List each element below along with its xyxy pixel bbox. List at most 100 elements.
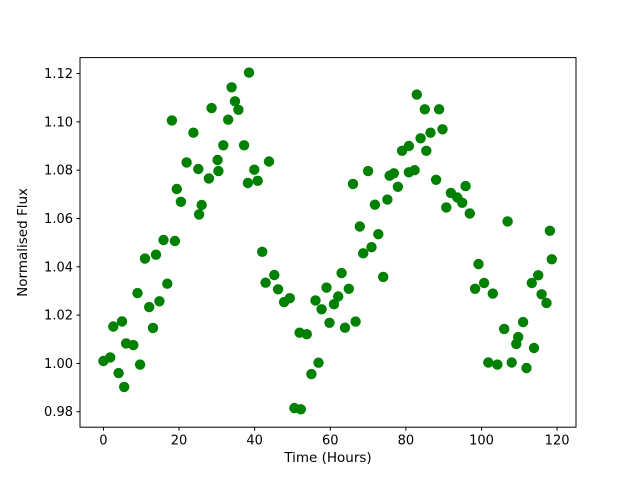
data-point	[502, 216, 513, 227]
data-point	[316, 304, 327, 315]
data-point	[242, 177, 254, 189]
data-point	[218, 140, 229, 151]
data-point	[150, 249, 162, 260]
data-point	[243, 67, 255, 78]
data-point	[546, 254, 557, 265]
data-point	[166, 115, 178, 126]
data-point	[134, 359, 146, 370]
data-point	[339, 322, 351, 333]
data-point	[284, 293, 295, 304]
data-point	[492, 359, 503, 370]
points-layer	[98, 67, 557, 415]
data-point	[108, 321, 119, 332]
data-point	[193, 163, 204, 175]
data-point	[139, 253, 151, 264]
data-point	[310, 295, 321, 306]
data-point	[544, 225, 556, 236]
data-point	[333, 291, 344, 302]
data-point	[517, 316, 529, 328]
x-tick-label: 120	[545, 434, 570, 449]
data-point	[350, 316, 361, 327]
axes-spines	[79, 57, 577, 428]
data-point	[437, 124, 448, 135]
data-point	[206, 102, 217, 114]
data-point	[193, 209, 205, 220]
data-point	[336, 267, 347, 279]
data-point	[513, 331, 524, 343]
data-point	[421, 145, 432, 156]
data-point	[295, 404, 306, 415]
data-point	[478, 277, 490, 289]
data-point	[425, 127, 436, 138]
data-point	[487, 288, 498, 299]
data-point	[430, 174, 442, 185]
data-point	[533, 270, 544, 281]
data-point	[175, 196, 187, 207]
data-point	[382, 194, 393, 205]
data-point	[411, 89, 422, 100]
data-point	[354, 221, 365, 232]
data-point	[203, 173, 215, 184]
data-point	[378, 271, 389, 283]
data-point	[441, 202, 452, 213]
data-point	[249, 164, 260, 175]
data-point	[116, 316, 128, 327]
data-point	[526, 277, 537, 289]
data-point	[260, 277, 271, 288]
data-point	[147, 322, 159, 334]
x-tick-label: 60	[322, 434, 339, 449]
data-point	[460, 180, 471, 192]
data-point	[252, 175, 263, 186]
y-tick-label: 1.06	[44, 212, 73, 227]
y-tick-label: 1.04	[44, 260, 73, 275]
data-point	[171, 183, 182, 195]
data-point	[269, 269, 280, 281]
axes-layer: 0 20 40 60 80 100 120 0.98 1.00 1.02 1.04 1.06 1.08 1…	[44, 57, 577, 449]
data-point	[541, 297, 552, 309]
data-point	[321, 282, 332, 293]
y-tick-label: 1.02	[44, 309, 73, 324]
data-point	[154, 296, 165, 307]
data-point	[373, 229, 384, 240]
data-point	[144, 301, 155, 313]
data-point	[128, 339, 139, 351]
x-tick-label: 0	[99, 434, 107, 449]
data-point	[433, 104, 445, 115]
data-point	[506, 357, 517, 368]
data-point	[306, 368, 317, 380]
data-point	[196, 199, 207, 211]
x-tick-label: 40	[246, 434, 263, 449]
data-point	[272, 284, 284, 295]
data-point	[362, 165, 374, 177]
data-point	[238, 140, 250, 151]
data-point	[483, 357, 494, 368]
x-tick-label: 80	[398, 434, 415, 449]
x-tick-label: 20	[171, 434, 188, 449]
data-point	[388, 168, 399, 179]
y-tick-label: 1.08	[44, 164, 73, 179]
data-point	[415, 133, 426, 144]
data-point	[213, 165, 224, 177]
data-point	[343, 283, 354, 294]
data-point	[464, 208, 475, 219]
x-tick-label: 100	[469, 434, 494, 449]
data-point	[257, 246, 268, 257]
data-point	[263, 156, 275, 167]
data-point	[409, 165, 420, 176]
data-point	[358, 248, 369, 259]
data-point	[469, 283, 481, 294]
data-point	[113, 367, 124, 379]
data-point	[328, 299, 340, 310]
data-point	[162, 278, 173, 289]
data-point	[301, 329, 312, 340]
data-point	[132, 287, 143, 299]
y-tick-label: 1.00	[44, 357, 73, 372]
x-axis-label: Time (Hours)	[283, 450, 371, 466]
data-point	[226, 82, 237, 93]
y-tick-label: 1.10	[44, 115, 73, 130]
data-point	[223, 114, 234, 125]
data-point	[324, 317, 335, 328]
data-point	[457, 197, 468, 208]
